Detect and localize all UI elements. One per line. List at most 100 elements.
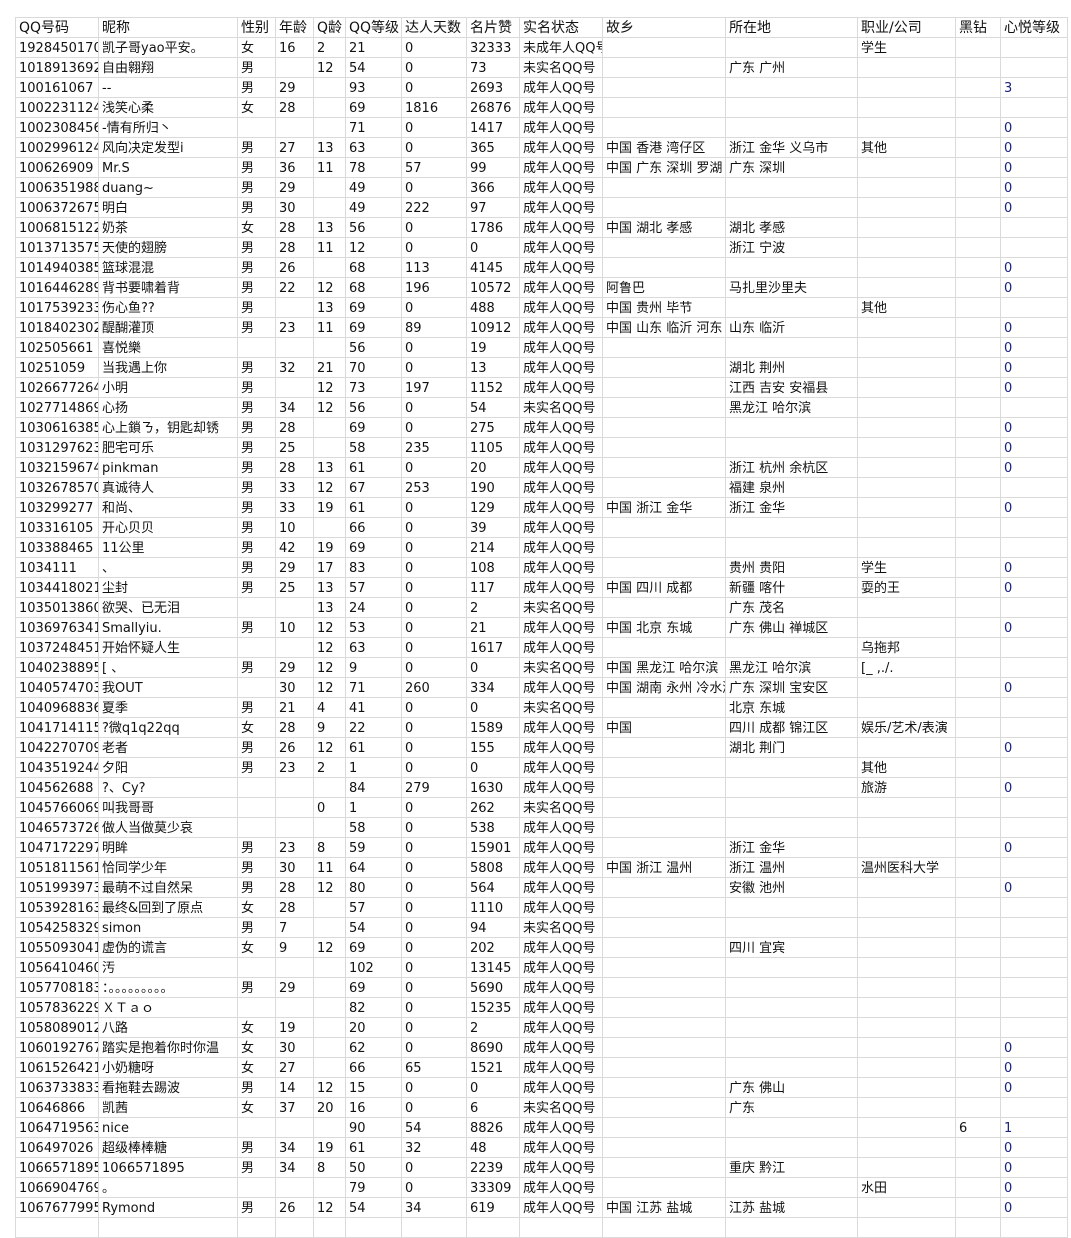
cell-gender[interactable]: 男	[237, 238, 275, 257]
cell-occupation[interactable]	[857, 1158, 955, 1177]
cell-expert-days[interactable]: 0	[401, 58, 466, 77]
cell-q-age[interactable]: 13	[313, 298, 345, 317]
cell-hometown[interactable]: 中国 湖北 孝感	[602, 218, 725, 237]
cell-qq-level[interactable]: 102	[345, 958, 401, 977]
cell-nickname[interactable]: 凯子哥yao平安。	[98, 38, 237, 57]
cell-xinyue-level[interactable]	[1000, 598, 1068, 617]
cell-q-age[interactable]: 12	[313, 278, 345, 297]
cell-card-likes[interactable]: 334	[466, 678, 519, 697]
cell-xinyue-level[interactable]: 0	[1000, 678, 1068, 697]
cell-location[interactable]	[725, 1018, 857, 1037]
cell-qq-level[interactable]: 58	[345, 438, 401, 457]
cell-xinyue-level[interactable]: 0	[1000, 578, 1068, 597]
cell-qq-level[interactable]: 69	[345, 978, 401, 997]
cell-black-diamond[interactable]	[955, 798, 1000, 817]
cell-nickname[interactable]: 风向决定发型i	[98, 138, 237, 157]
cell-gender[interactable]	[237, 678, 275, 697]
cell-realname-status[interactable]: 成年人QQ号	[519, 298, 602, 317]
cell-hometown[interactable]	[602, 118, 725, 137]
cell-xinyue-level[interactable]: 1	[1000, 1118, 1068, 1137]
cell-card-likes[interactable]: 15901	[466, 838, 519, 857]
cell-black-diamond[interactable]	[955, 698, 1000, 717]
cell-gender[interactable]: 女	[237, 1018, 275, 1037]
cell-realname-status[interactable]: 成年人QQ号	[519, 1018, 602, 1037]
cell-occupation[interactable]	[857, 738, 955, 757]
cell-qq-level[interactable]: 69	[345, 98, 401, 117]
cell-black-diamond[interactable]	[955, 318, 1000, 337]
cell-card-likes[interactable]: 619	[466, 1198, 519, 1217]
cell-qq-level[interactable]: 57	[345, 578, 401, 597]
cell-nickname[interactable]: pinkman	[98, 458, 237, 477]
cell-occupation[interactable]	[857, 598, 955, 617]
cell-gender[interactable]: 男	[237, 698, 275, 717]
cell-location[interactable]: 江苏 盐城	[725, 1198, 857, 1217]
cell-occupation[interactable]: 学生	[857, 38, 955, 57]
cell-age[interactable]: 33	[275, 498, 313, 517]
cell-location[interactable]	[725, 118, 857, 137]
cell-realname-status[interactable]: 成年人QQ号	[519, 478, 602, 497]
cell-expert-days[interactable]: 0	[401, 498, 466, 517]
cell-age[interactable]	[275, 1118, 313, 1137]
cell-occupation[interactable]	[857, 958, 955, 977]
cell-occupation[interactable]	[857, 258, 955, 277]
cell-q-age[interactable]	[313, 178, 345, 197]
cell-age[interactable]: 23	[275, 318, 313, 337]
cell-qq-level[interactable]: 68	[345, 258, 401, 277]
cell-black-diamond[interactable]	[955, 238, 1000, 257]
cell-age[interactable]: 28	[275, 458, 313, 477]
cell-q-age[interactable]: 2	[313, 758, 345, 777]
cell-age[interactable]: 23	[275, 838, 313, 857]
cell-xinyue-level[interactable]	[1000, 638, 1068, 657]
cell-expert-days[interactable]: 0	[401, 398, 466, 417]
cell-qq-number[interactable]: 1018913692	[15, 58, 98, 77]
cell-qq-number[interactable]: 1057708183	[15, 978, 98, 997]
cell-occupation[interactable]	[857, 698, 955, 717]
cell-xinyue-level[interactable]	[1000, 298, 1068, 317]
cell-black-diamond[interactable]	[955, 378, 1000, 397]
cell-hometown[interactable]	[602, 918, 725, 937]
cell-qq-number[interactable]: 1053928163	[15, 898, 98, 917]
cell-card-likes[interactable]: 8826	[466, 1118, 519, 1137]
cell-nickname[interactable]: -情有所归丶	[98, 118, 237, 137]
cell-q-age[interactable]	[313, 1058, 345, 1077]
cell-xinyue-level[interactable]: 0	[1000, 1198, 1068, 1217]
cell-qq-number[interactable]: 1046573726	[15, 818, 98, 837]
cell-card-likes[interactable]: 0	[466, 698, 519, 717]
cell-nickname[interactable]: 肥宅可乐	[98, 438, 237, 457]
cell-expert-days[interactable]: 65	[401, 1058, 466, 1077]
cell-age[interactable]	[275, 338, 313, 357]
column-header-hometown[interactable]: 故乡	[602, 18, 725, 37]
cell-gender[interactable]: 女	[237, 38, 275, 57]
cell-qq-number[interactable]: 1036976341	[15, 618, 98, 637]
cell-age[interactable]: 28	[275, 238, 313, 257]
cell-black-diamond[interactable]	[955, 518, 1000, 537]
cell-xinyue-level[interactable]: 0	[1000, 498, 1068, 517]
cell-xinyue-level[interactable]: 0	[1000, 158, 1068, 177]
cell-hometown[interactable]	[602, 258, 725, 277]
cell-location[interactable]	[725, 418, 857, 437]
cell-qq-level[interactable]: 78	[345, 158, 401, 177]
cell-age[interactable]: 28	[275, 878, 313, 897]
cell-card-likes[interactable]: 1589	[466, 718, 519, 737]
cell-occupation[interactable]	[857, 418, 955, 437]
cell-hometown[interactable]	[602, 1118, 725, 1137]
cell-occupation[interactable]	[857, 438, 955, 457]
cell-occupation[interactable]	[857, 278, 955, 297]
cell-age[interactable]: 9	[275, 938, 313, 957]
cell-location[interactable]	[725, 1218, 857, 1237]
cell-nickname[interactable]: --	[98, 78, 237, 97]
cell-xinyue-level[interactable]	[1000, 238, 1068, 257]
cell-qq-number[interactable]: 1058089012	[15, 1018, 98, 1037]
cell-expert-days[interactable]: 0	[401, 118, 466, 137]
cell-hometown[interactable]: 中国 湖南 永州 冷水滩	[602, 678, 725, 697]
cell-gender[interactable]	[237, 638, 275, 657]
cell-xinyue-level[interactable]: 0	[1000, 738, 1068, 757]
cell-black-diamond[interactable]	[955, 898, 1000, 917]
cell-xinyue-level[interactable]: 0	[1000, 358, 1068, 377]
cell-qq-level[interactable]: 61	[345, 458, 401, 477]
cell-location[interactable]	[725, 518, 857, 537]
cell-gender[interactable]: 男	[237, 478, 275, 497]
cell-card-likes[interactable]: 0	[466, 238, 519, 257]
cell-qq-number[interactable]: 103299277	[15, 498, 98, 517]
cell-expert-days[interactable]: 0	[401, 958, 466, 977]
